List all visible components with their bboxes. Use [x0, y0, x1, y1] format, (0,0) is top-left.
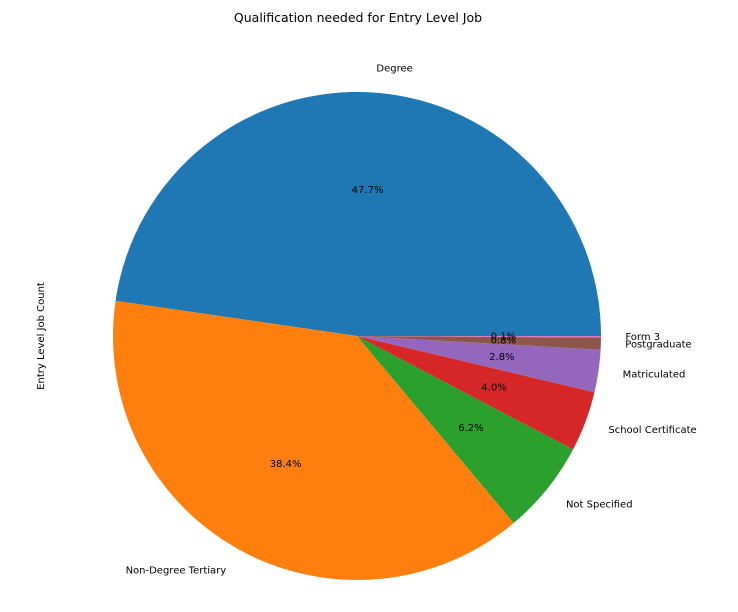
chart-title: Qualification needed for Entry Level Job [234, 10, 482, 25]
slice-pct-not-specified: 6.2% [458, 423, 483, 434]
slice-pct-school-certificate: 4.0% [481, 382, 506, 393]
pie-slice-school-certificate [357, 336, 595, 450]
pie-slice-non-degree-tertiary [112, 300, 514, 580]
y-axis-label: Entry Level Job Count [36, 282, 47, 390]
slice-label-not-specified: Not Specified [566, 499, 633, 510]
pie-slice-degree [115, 91, 601, 336]
slice-pct-non-degree-tertiary: 38.4% [270, 459, 302, 470]
slice-label-form-3: Form 3 [625, 332, 660, 343]
slice-pct-matriculated: 2.8% [489, 352, 514, 363]
slice-label-matriculated: Matriculated [623, 370, 686, 381]
slice-label-postgraduate: Postgraduate [625, 339, 691, 350]
slice-label-non-degree-tertiary: Non-Degree Tertiary [126, 565, 227, 576]
slice-label-degree: Degree [376, 63, 412, 74]
slice-pct-form-3: 0.1% [491, 331, 516, 342]
pie-slice-matriculated [357, 336, 601, 393]
slice-label-school-certificate: School Certificate [608, 425, 696, 436]
pie-slices [112, 91, 602, 580]
pie-labels: Degree 47.7% Non-Degree Tertiary 38.4% Not S… [126, 63, 697, 576]
slice-pct-degree: 47.7% [352, 185, 384, 196]
pie-slice-not-specified [357, 336, 573, 524]
pie-slice-postgraduate [357, 336, 601, 350]
pie-slice-form-3 [357, 336, 602, 338]
slice-pct-postgraduate: 0.8% [491, 336, 516, 347]
